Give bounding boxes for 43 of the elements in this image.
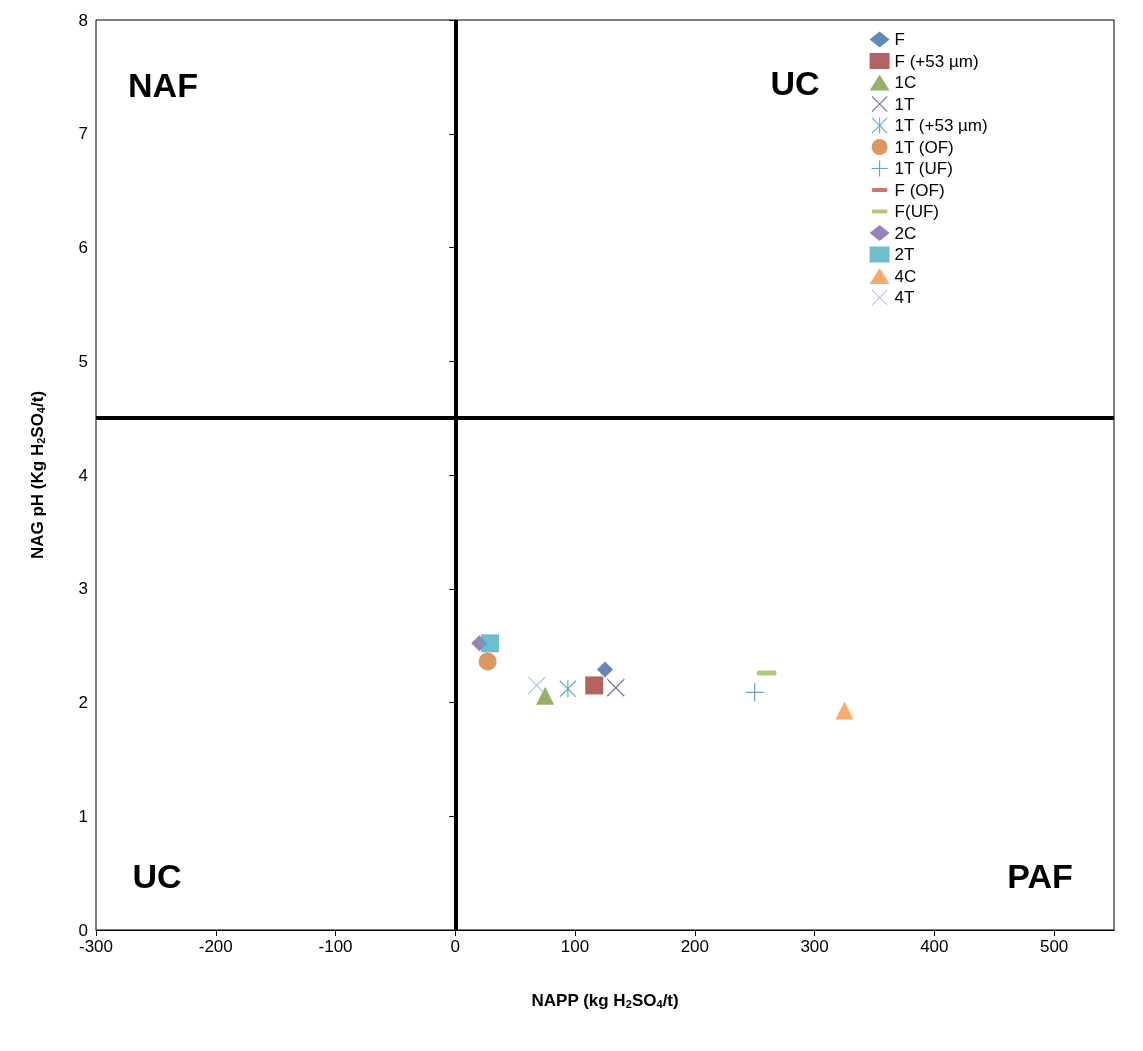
y-tick-label: 5 bbox=[78, 351, 88, 371]
y-tick-label: 1 bbox=[78, 806, 88, 826]
legend-label: 1C bbox=[894, 73, 917, 92]
legend-label: 1T bbox=[894, 94, 915, 114]
point bbox=[527, 676, 546, 695]
annotation: NAF bbox=[128, 66, 198, 104]
legend-label: 2T bbox=[894, 245, 915, 264]
legend-label: F (+53 µm) bbox=[894, 51, 979, 71]
y-tick-label: 7 bbox=[78, 124, 88, 144]
y-tick-label: 6 bbox=[78, 238, 88, 257]
x-tick-label: -300 bbox=[78, 937, 114, 956]
legend-label: F (OF) bbox=[894, 180, 945, 200]
point bbox=[481, 634, 500, 653]
y-tick-label: 8 bbox=[78, 10, 88, 30]
x-tick-label: 100 bbox=[560, 937, 590, 956]
x-tick-label: 300 bbox=[800, 937, 829, 956]
x-tick-label: 500 bbox=[1039, 937, 1069, 956]
y-tick-label: 0 bbox=[78, 920, 88, 940]
y-tick-label: 3 bbox=[78, 579, 88, 599]
annotation: UC bbox=[132, 857, 182, 895]
legend-label: F bbox=[894, 30, 905, 49]
y-tick-label: 2 bbox=[78, 693, 88, 712]
x-tick-label: 400 bbox=[920, 937, 949, 956]
x-axis-title: NAPP (kg H2SO4/t) bbox=[531, 991, 679, 1010]
y-tick-label: 4 bbox=[78, 465, 88, 485]
point bbox=[478, 652, 497, 671]
point bbox=[585, 676, 604, 695]
annotation: UC bbox=[770, 64, 820, 102]
point bbox=[536, 686, 555, 705]
x-tick-label: 200 bbox=[680, 937, 710, 956]
legend-label: 2C bbox=[894, 223, 917, 243]
x-tick-label: -200 bbox=[198, 937, 233, 956]
annotation: PAF bbox=[1007, 857, 1073, 895]
legend-label: 4C bbox=[894, 266, 917, 286]
legend-label: 1T (+53 µm) bbox=[894, 116, 988, 135]
legend-label: 4T bbox=[894, 288, 915, 307]
legend-label: 1T (UF) bbox=[894, 159, 953, 178]
legend-label: 1T (OF) bbox=[894, 137, 954, 157]
point bbox=[597, 661, 613, 678]
point bbox=[835, 701, 854, 720]
legend-label: F(UF) bbox=[894, 202, 939, 221]
x-tick-label: -100 bbox=[318, 937, 353, 956]
x-tick-label: 0 bbox=[450, 937, 461, 956]
